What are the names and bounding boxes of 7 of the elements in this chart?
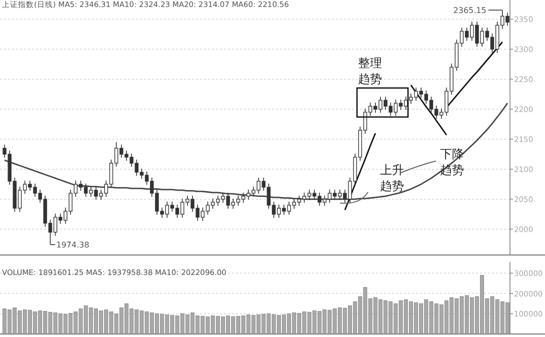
annotation: 下降趋势 [440, 147, 464, 177]
annotation: 上升趋势 [380, 163, 404, 193]
line-series [410, 84, 448, 136]
annotation: 整理趋势 [358, 56, 382, 86]
line-series [344, 132, 376, 211]
annotation: 1974.38 [56, 240, 90, 250]
annotation: 2365.15 [453, 6, 486, 16]
